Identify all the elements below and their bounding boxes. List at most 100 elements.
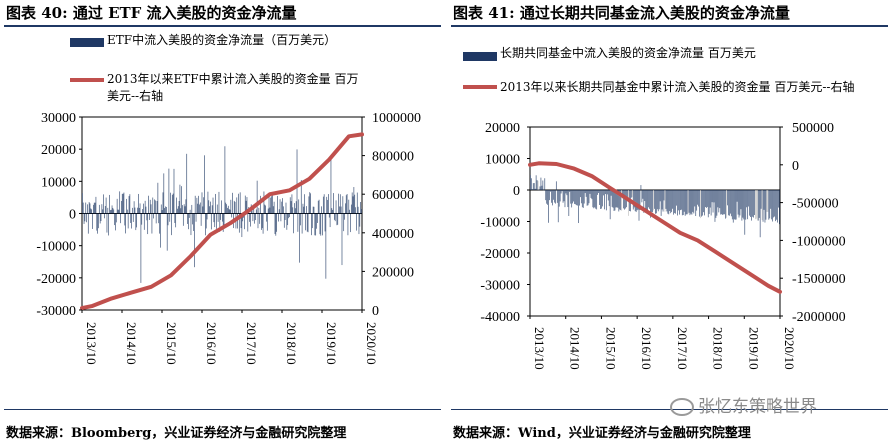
- flow-bar: [258, 207, 260, 214]
- flow-bar: [580, 190, 582, 204]
- flow-bar: [342, 196, 344, 214]
- flow-bar: [322, 213, 323, 236]
- x-tick-label: 2017/10: [675, 327, 690, 370]
- flow-bar: [661, 190, 663, 210]
- flow-bar: [755, 190, 757, 219]
- flow-bar: [545, 190, 547, 201]
- flow-bar: [146, 213, 148, 221]
- flow-bar: [742, 190, 744, 218]
- flow-bar: [127, 213, 129, 229]
- left-tick-label: -30000: [480, 279, 520, 294]
- flow-bar: [293, 213, 294, 234]
- flow-bar: [149, 199, 151, 214]
- flow-bar: [708, 190, 710, 214]
- x-tick-label: 2013/10: [532, 327, 547, 370]
- footer-divider: [4, 409, 441, 410]
- chart-title: 图表 40: 通过 ETF 流入美股的资金净流量: [6, 4, 297, 22]
- flow-bar: [552, 190, 553, 206]
- left-tick-label: 20000: [41, 143, 76, 158]
- flow-bar: [346, 193, 348, 214]
- flow-bar: [302, 203, 304, 214]
- flow-bar: [209, 206, 210, 214]
- flow-bar: [171, 213, 172, 236]
- flow-bar: [556, 190, 558, 203]
- flow-bar: [93, 202, 95, 214]
- flow-bar: [736, 190, 738, 202]
- flow-bar: [760, 190, 762, 209]
- flow-bar: [143, 213, 145, 230]
- flow-bar: [303, 206, 305, 214]
- flow-bar: [339, 206, 340, 214]
- flow-bar: [335, 200, 337, 214]
- flow-bar: [657, 190, 659, 212]
- flow-bar: [358, 213, 360, 235]
- flow-bar: [734, 190, 736, 220]
- flow-bar: [641, 190, 643, 203]
- flow-bar: [557, 190, 559, 223]
- flow-bar: [291, 194, 293, 214]
- flow-bar: [701, 190, 702, 217]
- flow-bar: [741, 190, 743, 221]
- flow-bar: [564, 190, 566, 208]
- flow-bar: [185, 199, 187, 214]
- flow-bar: [688, 190, 690, 213]
- flow-bar: [210, 213, 212, 230]
- flow-bar: [120, 213, 121, 224]
- flow-bar: [635, 190, 637, 213]
- flow-bar: [300, 180, 302, 214]
- flow-bar: [117, 209, 119, 214]
- flow-bar: [255, 213, 256, 221]
- flow-bar: [115, 213, 116, 231]
- flow-bar: [220, 213, 222, 220]
- flow-bar: [138, 193, 139, 214]
- flow-bar: [194, 195, 196, 214]
- flow-bar: [772, 190, 774, 222]
- flow-bar: [606, 190, 608, 195]
- right-tick-label: -1500000: [792, 272, 846, 287]
- flow-bar: [316, 213, 317, 229]
- flow-bar: [725, 190, 726, 219]
- flow-bar: [178, 200, 180, 214]
- flow-bar: [152, 197, 154, 214]
- flow-bar: [86, 213, 87, 223]
- flow-bar: [141, 213, 143, 225]
- flow-bar: [596, 190, 598, 210]
- flow-bar: [272, 206, 274, 214]
- flow-bar: [711, 190, 713, 203]
- flow-bar: [256, 180, 258, 214]
- x-tick-label: 2018/10: [711, 327, 726, 370]
- flow-bar: [261, 213, 262, 230]
- flow-bar: [703, 190, 704, 213]
- flow-bar: [121, 200, 122, 214]
- chart-svg: 20000 10000 0 -10000 -20000 -30000 -40000 50000…: [463, 45, 854, 370]
- flow-bar: [174, 213, 176, 224]
- flow-bar: [644, 190, 646, 202]
- flow-bar: [95, 196, 97, 214]
- cumulative-line: [528, 161, 782, 294]
- flow-bar: [554, 190, 555, 203]
- flow-bar: [685, 190, 687, 215]
- flow-bar: [536, 180, 538, 190]
- flow-bar: [534, 188, 536, 190]
- flow-bar: [559, 190, 561, 202]
- flow-bar: [289, 213, 290, 218]
- flow-bar: [684, 190, 686, 216]
- flow-bar: [727, 190, 728, 206]
- flow-bar: [705, 190, 706, 208]
- flow-bar: [693, 190, 695, 214]
- flow-bar: [658, 190, 660, 210]
- flow-bar: [283, 206, 284, 214]
- flow-bar: [752, 190, 753, 217]
- flow-bar: [594, 190, 596, 208]
- legend-line-label: 2013年以来长期共同基金中累计流入美股的资金量 百万美元--右轴: [500, 79, 854, 94]
- flow-bar: [275, 213, 277, 236]
- flow-bar: [610, 190, 612, 196]
- x-tick-label: 2016/10: [639, 327, 654, 370]
- flow-bar: [188, 213, 190, 218]
- flow-bar: [271, 196, 272, 214]
- flow-bar: [667, 190, 669, 214]
- flow-bar: [89, 203, 91, 214]
- flow-bar: [751, 190, 752, 221]
- flow-bar: [114, 213, 115, 226]
- flow-bar: [766, 190, 768, 212]
